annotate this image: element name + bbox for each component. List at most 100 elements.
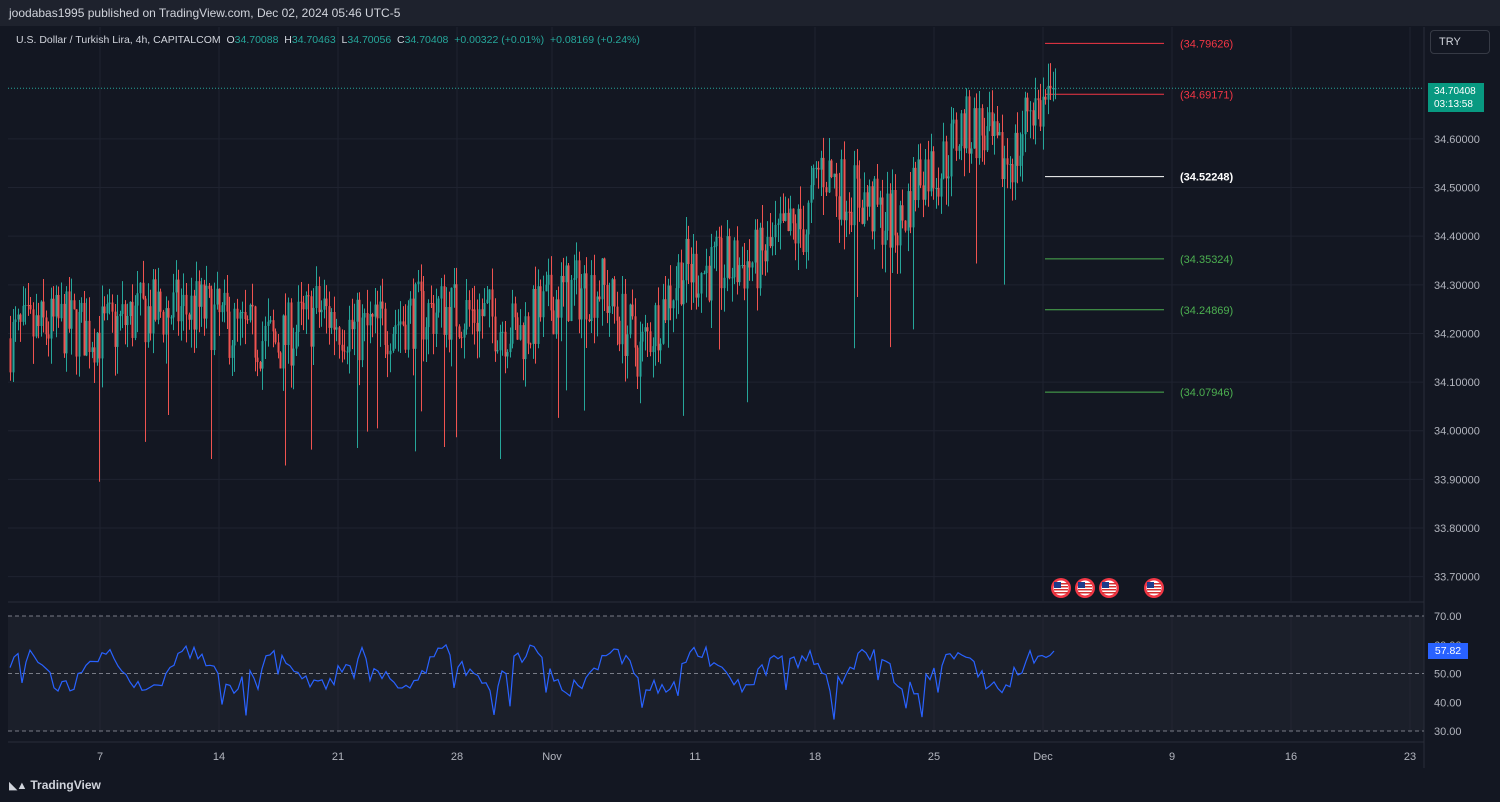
candle-body xyxy=(412,298,415,349)
candle-body xyxy=(60,303,63,319)
candle-body xyxy=(409,298,412,306)
candle-body xyxy=(965,96,968,149)
candle-body xyxy=(343,350,346,352)
candle-body xyxy=(236,308,239,319)
candle-body xyxy=(718,236,721,238)
candle-body xyxy=(624,293,627,356)
flag-stripe xyxy=(1102,589,1116,591)
tradingview-logo-icon: ◣▲ xyxy=(9,779,27,792)
candle-body xyxy=(392,334,395,351)
currency-button[interactable]: TRY xyxy=(1430,30,1490,54)
candle-body xyxy=(272,320,275,332)
candle-body xyxy=(998,132,1001,136)
candle-body xyxy=(636,347,639,377)
candle-body xyxy=(810,185,813,203)
candle-body xyxy=(88,320,91,353)
candle-body xyxy=(463,329,466,338)
candle-body xyxy=(203,284,206,319)
candle-body xyxy=(198,281,201,307)
level-label: (34.24869) xyxy=(1180,305,1233,317)
candle-body xyxy=(692,253,695,283)
candle-body xyxy=(14,319,17,322)
us-flag-icon[interactable] xyxy=(1099,578,1119,598)
tradingview-logo[interactable]: ◣▲ TradingView xyxy=(9,778,101,792)
candle-body xyxy=(83,302,86,356)
candle-body xyxy=(807,202,810,235)
legend-h-label: H xyxy=(284,34,292,46)
candle-body xyxy=(960,113,963,147)
candle-body xyxy=(537,286,540,344)
candle-body xyxy=(881,197,884,245)
us-flag-icon[interactable] xyxy=(1051,578,1071,598)
candle-body xyxy=(1029,110,1032,112)
flag-stripe xyxy=(1078,589,1092,591)
candle-body xyxy=(1039,100,1042,127)
candle-body xyxy=(126,315,129,326)
candle-body xyxy=(1042,96,1045,127)
last-price-value: 34.70408 xyxy=(1434,86,1476,97)
candle-body xyxy=(32,309,35,337)
candle-body xyxy=(527,316,530,344)
candle-body xyxy=(386,344,389,355)
candle-body xyxy=(794,223,797,244)
candle-body xyxy=(695,253,698,298)
x-tick-label: 21 xyxy=(332,751,344,763)
candle-body xyxy=(534,288,537,344)
level-label: (34.07946) xyxy=(1180,387,1233,399)
candle-body xyxy=(499,332,502,351)
candle-body xyxy=(738,265,741,283)
candle-body xyxy=(769,236,772,247)
candle-body xyxy=(700,273,703,294)
candle-body xyxy=(978,108,981,159)
candle-body xyxy=(845,211,848,221)
candle-body xyxy=(901,205,904,221)
candle-body xyxy=(473,309,476,323)
candle-body xyxy=(261,341,264,369)
candle-body xyxy=(545,284,548,292)
candle-body xyxy=(754,229,757,263)
candle-body xyxy=(300,301,303,303)
economic-events[interactable] xyxy=(1051,578,1164,598)
candle-body xyxy=(705,265,708,274)
candle-body xyxy=(879,197,882,205)
candle-body xyxy=(341,344,344,351)
candle-body xyxy=(570,279,573,321)
flag-stripe xyxy=(1054,592,1068,594)
candle-body xyxy=(764,250,767,262)
candle-body xyxy=(448,307,451,340)
us-flag-icon[interactable] xyxy=(1144,578,1164,598)
y-tick-label: 34.40000 xyxy=(1434,231,1480,243)
candle-body xyxy=(73,300,76,310)
x-tick-label: 14 xyxy=(213,751,225,763)
legend-l-label: L xyxy=(341,34,348,46)
candle-body xyxy=(427,303,430,328)
candle-body xyxy=(241,311,244,313)
candle-body xyxy=(672,300,675,309)
candle-body xyxy=(657,305,660,351)
candle-body xyxy=(182,294,185,307)
candle-body xyxy=(858,178,861,208)
candle-body xyxy=(891,189,894,248)
candle-body xyxy=(1001,132,1004,180)
candle-body xyxy=(506,352,509,357)
rsi-tick-label: 70.00 xyxy=(1434,611,1462,623)
candle-body xyxy=(481,309,484,317)
rsi-line xyxy=(9,643,1055,720)
candle-body xyxy=(646,327,649,332)
candle-body xyxy=(131,301,134,338)
candle-body xyxy=(504,331,507,357)
candle-body xyxy=(970,148,973,154)
candle-body xyxy=(573,278,576,280)
candle-body xyxy=(743,265,746,289)
candle-body xyxy=(374,304,377,317)
candle-body xyxy=(1044,96,1047,100)
candle-body xyxy=(430,303,433,305)
us-flag-icon[interactable] xyxy=(1075,578,1095,598)
candle-body xyxy=(216,288,219,305)
candle-body xyxy=(287,302,290,345)
candle-body xyxy=(774,224,777,238)
candle-body xyxy=(320,309,323,313)
candle-body xyxy=(218,288,221,313)
flag-canton xyxy=(1078,582,1085,588)
